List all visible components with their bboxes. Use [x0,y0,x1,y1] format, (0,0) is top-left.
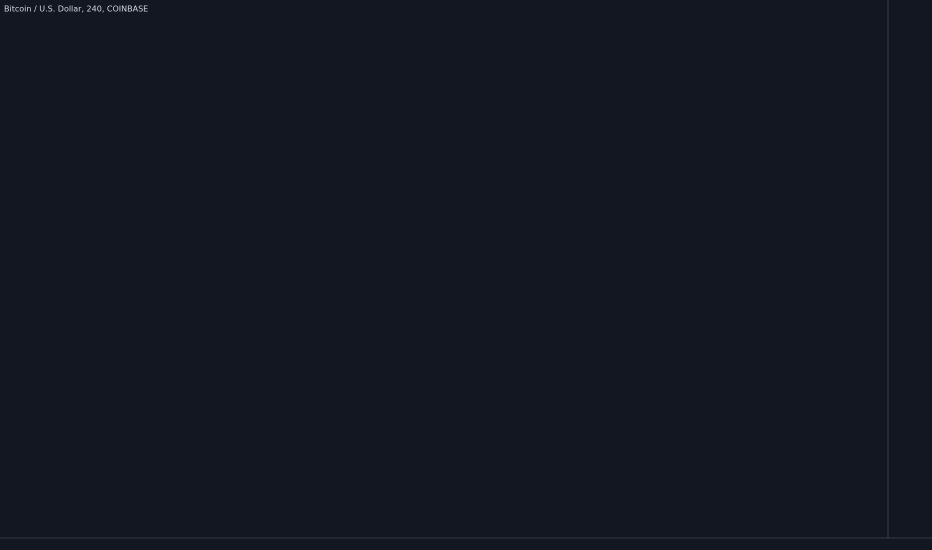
legend: Bitcoin / U.S. Dollar, 240, COINBASE [4,5,148,14]
chart-title: Bitcoin / U.S. Dollar, 240, COINBASE [4,5,148,14]
